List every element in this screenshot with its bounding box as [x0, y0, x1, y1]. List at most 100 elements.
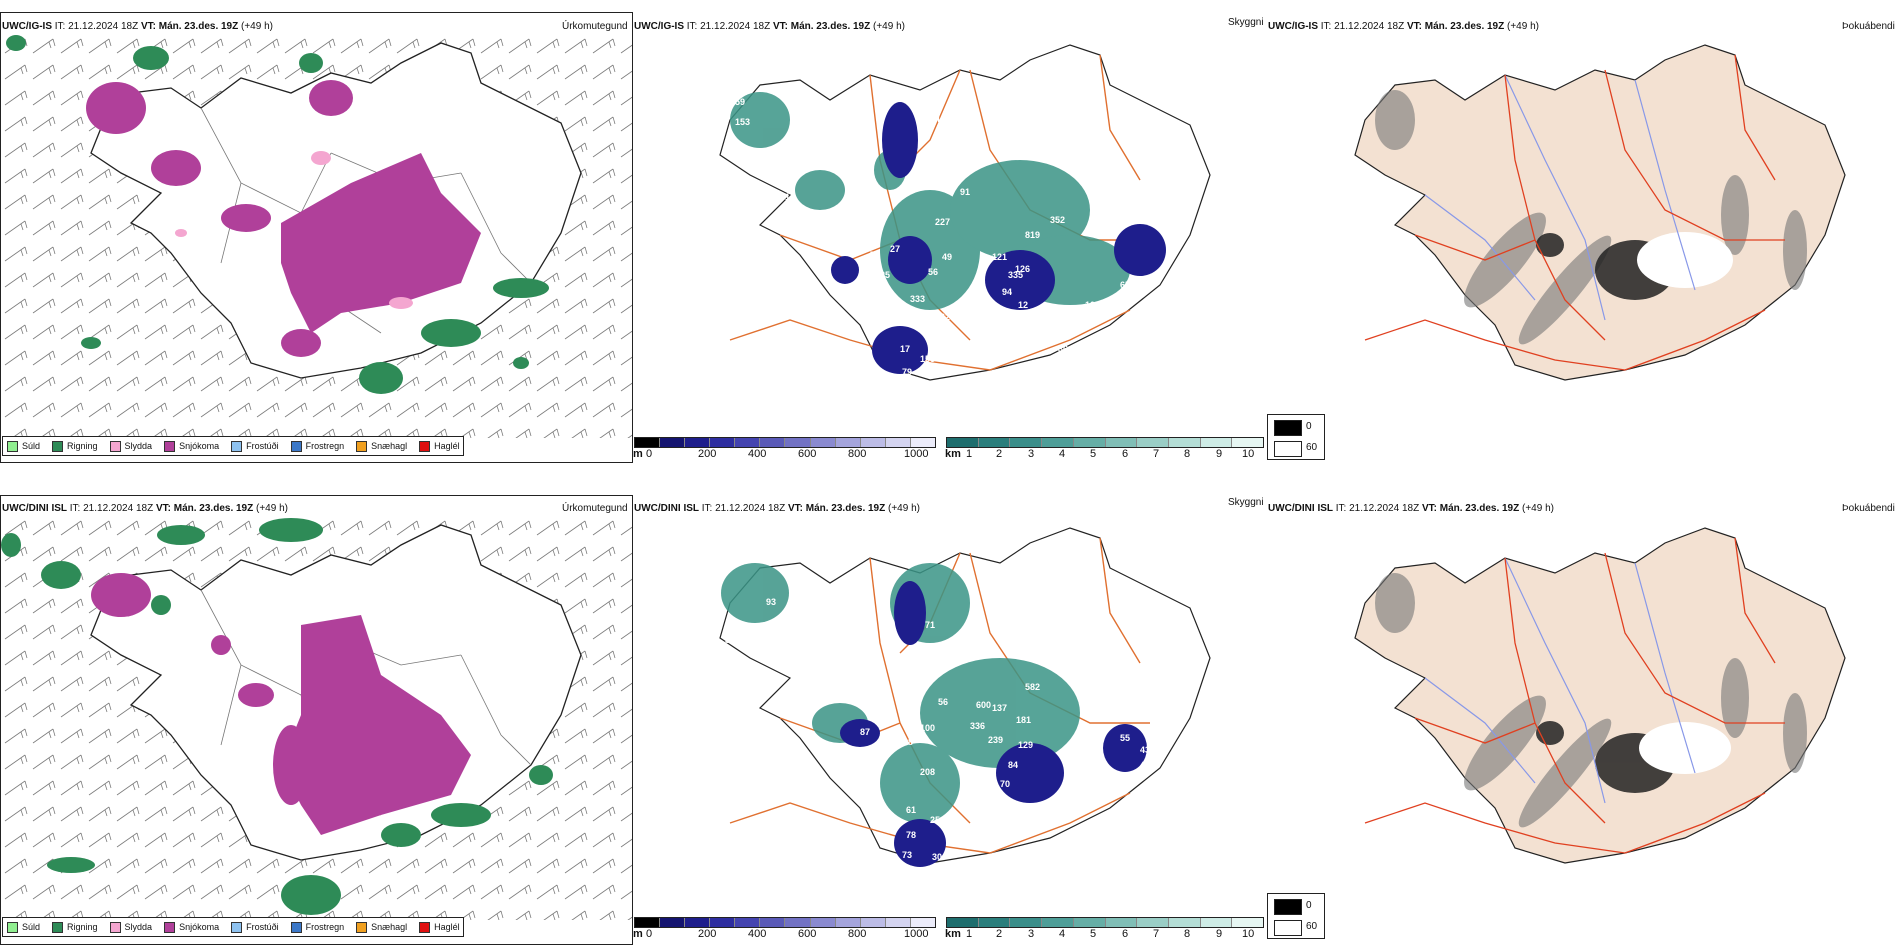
vis-label: 56 [928, 267, 938, 277]
vis-label: 44 [1140, 760, 1150, 770]
road-network [1364, 54, 1785, 371]
vis-label: 67 [1102, 770, 1112, 780]
vis-field-name: Skyggni [1228, 497, 1264, 508]
legend-item-haglel: Haglél [419, 440, 460, 452]
legend-item-frostregn: Frostregn [290, 440, 344, 452]
vis-label: 159 [730, 97, 745, 107]
vis-label: 129 [1018, 740, 1033, 750]
precip-legend: Súld Rigning Slydda Snjókoma Frostúði Fr… [2, 436, 464, 456]
fog-field-name: Þokuábendi [1842, 503, 1895, 514]
vis-map: 159 153 20 284 91 25 34 91 589 35 91 227… [719, 44, 1211, 398]
vis-tick: 5 [1090, 448, 1097, 460]
vis-field-name: Skyggni [1228, 17, 1264, 28]
snow-areas [91, 573, 471, 835]
vis-label: 55 [1120, 733, 1130, 743]
height-tick: 600 [798, 448, 817, 460]
fog-legend: 0 60 [1267, 414, 1325, 460]
vis-label: 20 [880, 593, 890, 603]
vis-label: 137 [992, 703, 1007, 713]
height-tick: 0 [646, 448, 653, 460]
vis-label: 582 [1025, 682, 1040, 692]
vis-label: 208 [920, 767, 935, 777]
vis-label: 335 [1008, 270, 1023, 280]
vis-label: 73 [902, 850, 912, 860]
snow-areas [86, 80, 481, 357]
legend-item-snjokoma: Snjókoma [164, 440, 219, 452]
vis-tick: 10 [1242, 448, 1255, 460]
glacier-clear [1637, 232, 1733, 288]
sleet-areas [175, 151, 413, 309]
vis-tick: 7 [1153, 448, 1160, 460]
vis-tick: 8 [1184, 448, 1191, 460]
vis-label: 121 [992, 252, 1007, 262]
vis-tick: 1 [966, 448, 973, 460]
vis-label: 61 [906, 805, 916, 815]
vis-label: 87 [860, 727, 870, 737]
vis-label: 56 [938, 697, 948, 707]
vis-label: 71 [925, 620, 935, 630]
precip-field-name: Úrkomutegund [562, 21, 628, 32]
vis-label: 600 [976, 700, 991, 710]
vis-label: 43 [988, 314, 998, 324]
vis-unit: km [945, 448, 961, 460]
vis-panel-title: UWC/DINI ISL IT: 21.12.2024 18Z VT: Mán.… [634, 503, 920, 514]
vis-label: 75 [1040, 307, 1050, 317]
vis-label: 155 [920, 354, 935, 364]
vis-label: 93 [766, 597, 776, 607]
vis-label: 153 [735, 117, 750, 127]
fog-map [1354, 527, 1846, 864]
legend-item-frostudi: Frostúði [231, 440, 279, 452]
vis-tick: 4 [1059, 448, 1066, 460]
vis-label: 70 [1000, 779, 1010, 789]
precip-panel-title: UWC/IG-IS IT: 21.12.2024 18Z VT: Mán. 23… [2, 21, 273, 32]
vis-label: 284 [795, 127, 810, 137]
vis-label: 92 [760, 555, 770, 565]
vis-label: 12 [1018, 300, 1028, 310]
precip-map [1, 33, 632, 438]
vis-label: 139 [966, 769, 981, 779]
row-1: UWC/IG-IS IT: 21.12.2024 18Z VT: Mán. 23… [0, 12, 1895, 467]
precip-map [1, 515, 632, 920]
vis-label: 819 [1025, 230, 1040, 240]
vis-label: 54 [1038, 328, 1048, 338]
precip-legend: Súld Rigning Slydda Snjókoma Frostúði Fr… [2, 917, 464, 937]
vis-label: 91 [940, 144, 950, 154]
height-colorbar: m 0 200 400 600 800 1000 [633, 437, 936, 467]
vis-label: 35 [980, 785, 990, 795]
precip-panel-title: UWC/DINI ISL IT: 21.12.2024 18Z VT: Mán.… [2, 503, 288, 514]
height-tick: 400 [748, 448, 767, 460]
vis-label: 181 [1016, 715, 1031, 725]
vis-label: 54 [902, 382, 912, 392]
vis-label: 100 [920, 723, 935, 733]
iceland-land [1354, 44, 1846, 381]
vis-label: 129 [956, 643, 971, 653]
fog-panel-title: UWC/DINI ISL IT: 21.12.2024 18Z VT: Mán.… [1268, 503, 1554, 514]
vis-label: 94 [1002, 287, 1012, 297]
vis-label: 17 [900, 344, 910, 354]
height-colorbar-strip [634, 437, 936, 448]
vis-label: 125 [875, 270, 890, 280]
vis-panel-title: UWC/IG-IS IT: 21.12.2024 18Z VT: Mán. 23… [634, 21, 905, 32]
vis-map: 92 352 93 87 138 20 37 71 816 129 48 74 … [719, 527, 1211, 867]
legend-item-rigning: Rigning [52, 440, 98, 452]
vis-label: 30 [932, 852, 942, 862]
vis-label: 78 [906, 830, 916, 840]
vis-label: 65 [1120, 280, 1130, 290]
legend-item-sud: Súld [7, 440, 40, 452]
river-network [1424, 74, 1696, 321]
vis-label: 90 [1090, 780, 1100, 790]
height-tick: 200 [698, 448, 717, 460]
rain-areas [6, 35, 549, 394]
vis-label: 108 [1085, 300, 1100, 310]
vis-label: 34 [930, 114, 940, 124]
vis-label: 816 [970, 621, 985, 631]
vis-label: 239 [988, 735, 1003, 745]
vis-label: 37 [738, 627, 748, 637]
vis-tick: 9 [1216, 448, 1223, 460]
vis-tick: 3 [1028, 448, 1035, 460]
vis-labels: 159 153 20 284 91 25 34 91 589 35 91 227… [730, 87, 1158, 398]
precip-panel-frame [0, 495, 633, 945]
vis-label: 27 [912, 317, 922, 327]
vis-label: 87 [850, 675, 860, 685]
vis-label: 91 [780, 192, 790, 202]
